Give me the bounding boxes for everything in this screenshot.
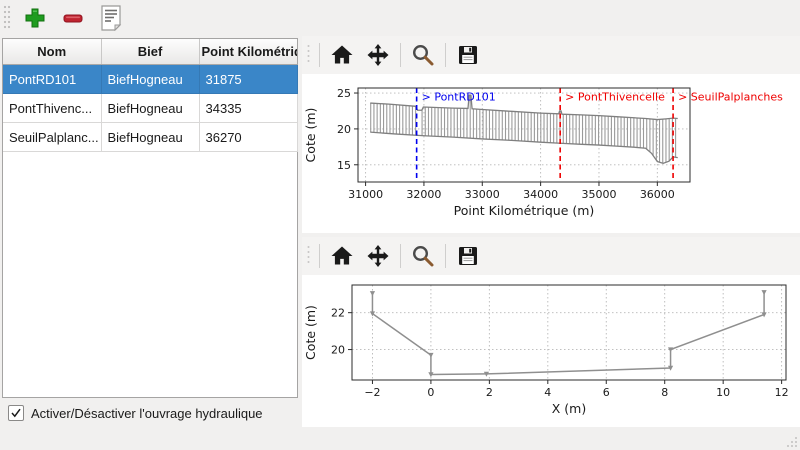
enable-structure-label: Activer/Désactiver l'ouvrage hydraulique — [31, 405, 263, 421]
svg-text:10: 10 — [716, 386, 730, 399]
home-button[interactable] — [326, 241, 358, 271]
toolbar-separator — [445, 244, 446, 268]
toolbar-separator — [445, 43, 446, 67]
cell-nom[interactable]: PontThivenc... — [3, 93, 102, 123]
home-button[interactable] — [326, 40, 358, 70]
profile-chart-canvas[interactable]: > PontRD101 > PontThivencelle > SeuilPalpl… — [302, 74, 800, 231]
svg-text:31000: 31000 — [348, 188, 383, 201]
svg-text:22: 22 — [331, 307, 345, 320]
cross-section-chart-panel: −2 0 2 4 6 8 10 12 20 22 X (m) Cote (m) — [302, 237, 800, 427]
save-button[interactable] — [452, 241, 484, 271]
svg-text:15: 15 — [337, 159, 351, 172]
svg-text:20: 20 — [337, 123, 351, 136]
svg-text:Point Kilométrique (m): Point Kilométrique (m) — [454, 203, 595, 218]
zoom-magnifier-icon — [412, 44, 434, 66]
cross-section-chart-toolbar — [302, 237, 800, 275]
svg-text:35000: 35000 — [581, 188, 616, 201]
svg-text:6: 6 — [603, 386, 610, 399]
check-icon — [11, 408, 21, 418]
window-resize-grip[interactable] — [786, 436, 798, 448]
cell-nom[interactable]: PontRD101 — [3, 64, 102, 94]
column-header-point-kilometrique[interactable]: Point Kilométrique — [199, 39, 297, 65]
toolbar-drag-grip[interactable] — [306, 244, 311, 268]
add-button[interactable] — [20, 3, 50, 33]
profile-chart-toolbar — [302, 36, 800, 74]
toolbar-separator — [319, 244, 320, 268]
save-floppy-icon — [459, 247, 477, 265]
svg-text:0: 0 — [427, 386, 434, 399]
svg-text:> PontRD101: > PontRD101 — [422, 90, 496, 103]
svg-text:33000: 33000 — [465, 188, 500, 201]
pan-button[interactable] — [362, 241, 394, 271]
cell-bief[interactable]: BiefHogneau — [101, 122, 200, 152]
main-toolbar — [0, 0, 800, 36]
cell-nom[interactable]: SeuilPalplanc... — [3, 122, 102, 152]
table-row[interactable]: PontRD101 BiefHogneau 31875 — [3, 64, 298, 94]
svg-text:> PontThivencelle: > PontThivencelle — [565, 90, 665, 103]
remove-button[interactable] — [58, 3, 88, 33]
toolbar-separator — [400, 43, 401, 67]
save-floppy-icon — [459, 46, 477, 64]
zoom-button[interactable] — [407, 40, 439, 70]
edit-structure-button[interactable] — [96, 3, 126, 33]
home-icon — [331, 45, 353, 64]
remove-minus-icon — [63, 14, 83, 23]
svg-text:−2: −2 — [364, 386, 380, 399]
toolbar-separator — [400, 244, 401, 268]
svg-text:Cote (m): Cote (m) — [303, 108, 318, 163]
add-plus-icon — [25, 8, 45, 28]
structures-table: Nom Bief Point Kilométrique PontRD101 Bi… — [2, 38, 298, 398]
column-header-nom[interactable]: Nom — [3, 39, 102, 65]
zoom-button[interactable] — [407, 241, 439, 271]
cell-pk[interactable]: 31875 — [199, 64, 298, 94]
table-row[interactable]: PontThivenc... BiefHogneau 34335 — [3, 93, 298, 123]
enable-structure-row: Activer/Désactiver l'ouvrage hydraulique — [8, 405, 263, 421]
svg-text:8: 8 — [661, 386, 668, 399]
enable-structure-checkbox[interactable] — [8, 405, 24, 421]
home-icon — [331, 246, 353, 265]
svg-text:36000: 36000 — [640, 188, 675, 201]
toolbar-separator — [319, 43, 320, 67]
svg-text:25: 25 — [337, 87, 351, 100]
cell-bief[interactable]: BiefHogneau — [101, 64, 200, 94]
svg-text:Cote (m): Cote (m) — [303, 305, 318, 360]
profile-chart-panel: > PontRD101 > PontThivencelle > SeuilPalpl… — [302, 36, 800, 233]
table-header-row: Nom Bief Point Kilométrique — [3, 39, 297, 65]
cell-pk[interactable]: 34335 — [199, 93, 298, 123]
pan-arrows-icon — [367, 44, 389, 66]
svg-text:4: 4 — [544, 386, 551, 399]
svg-text:12: 12 — [775, 386, 789, 399]
svg-text:X (m): X (m) — [552, 401, 586, 416]
pan-arrows-icon — [367, 245, 389, 267]
toolbar-drag-grip[interactable] — [306, 43, 311, 67]
column-header-bief[interactable]: Bief — [101, 39, 200, 65]
edit-document-icon — [101, 5, 122, 31]
cell-pk[interactable]: 36270 — [199, 122, 298, 152]
pan-button[interactable] — [362, 40, 394, 70]
svg-text:32000: 32000 — [406, 188, 441, 201]
svg-text:2: 2 — [486, 386, 493, 399]
zoom-magnifier-icon — [412, 245, 434, 267]
cell-bief[interactable]: BiefHogneau — [101, 93, 200, 123]
cross-section-chart-canvas[interactable]: −2 0 2 4 6 8 10 12 20 22 X (m) Cote (m) — [302, 275, 800, 427]
svg-text:34000: 34000 — [523, 188, 558, 201]
svg-text:20: 20 — [331, 344, 345, 357]
table-row[interactable]: SeuilPalplanc... BiefHogneau 36270 — [3, 122, 298, 152]
svg-text:> SeuilPalplanches: > SeuilPalplanches — [678, 90, 783, 103]
save-button[interactable] — [452, 40, 484, 70]
toolbar-drag-grip[interactable] — [2, 4, 12, 32]
